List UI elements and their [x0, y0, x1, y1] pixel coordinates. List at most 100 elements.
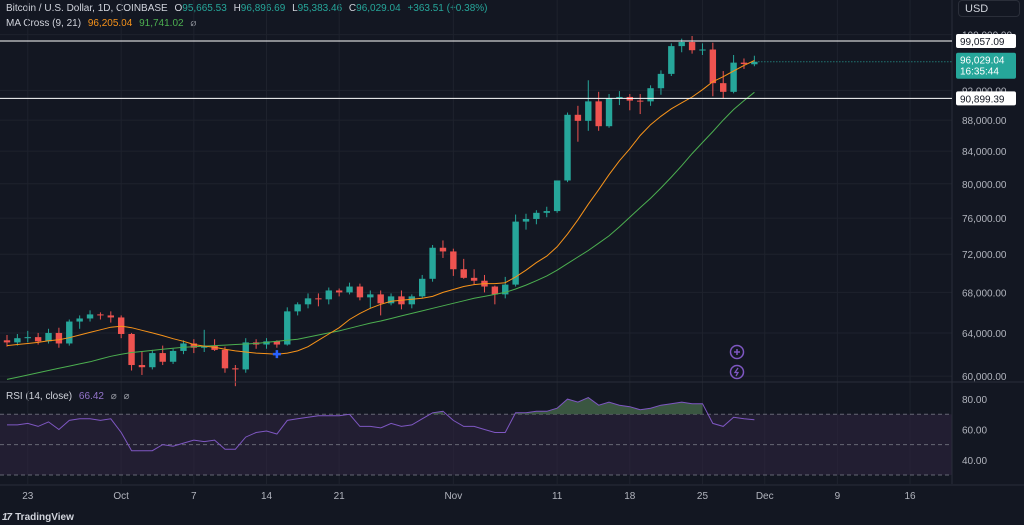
- y-tick-label: 64,000.00: [962, 329, 1007, 340]
- candle-body: [273, 341, 281, 345]
- candle-body: [470, 277, 478, 281]
- y-tick-label: 60,000.00: [962, 372, 1007, 383]
- x-tick-label: 11: [552, 491, 563, 502]
- logo-text: TradingView: [15, 512, 74, 523]
- candle-body: [751, 61, 758, 65]
- x-tick-label: Nov: [444, 491, 462, 502]
- x-tick-label: 7: [191, 491, 197, 502]
- current-price-label: 96,029.04: [960, 56, 1005, 67]
- candle-body: [699, 49, 706, 51]
- candle-body: [460, 269, 467, 278]
- lightning-icon[interactable]: [729, 364, 745, 380]
- candle-body: [356, 286, 364, 298]
- high-label: H: [233, 3, 241, 14]
- x-tick-label: 18: [624, 491, 636, 502]
- candle-body: [149, 353, 156, 368]
- y-tick-label: 76,000.00: [962, 214, 1007, 225]
- candle-body: [190, 343, 198, 348]
- candle-body: [169, 350, 177, 362]
- rsi-overbought-fill: [515, 397, 703, 415]
- logo-mark: 17: [2, 512, 12, 523]
- rsi-tick-label: 40.00: [962, 456, 987, 467]
- candle-body: [616, 96, 623, 99]
- bolt-glyph: [733, 367, 740, 377]
- candle-body: [159, 353, 166, 362]
- candle-body: [419, 278, 426, 297]
- rsi-legend: RSI (14, close) 66.42 ⌀ ⌀: [6, 391, 134, 402]
- low-value: 95,383.46: [297, 3, 343, 14]
- candle-body: [346, 286, 353, 293]
- x-tick-label: 16: [904, 491, 916, 502]
- candle-body: [657, 73, 665, 89]
- crosshair-plus-icon[interactable]: [729, 344, 745, 360]
- grid: [0, 0, 952, 484]
- candle-body: [450, 251, 457, 270]
- ma-cross-marker: [272, 350, 281, 359]
- candle-body: [367, 294, 374, 298]
- candle-body: [595, 101, 602, 127]
- candle-body: [377, 294, 384, 304]
- change-value: +363.51 (+0.38%): [407, 3, 488, 14]
- candle-body: [408, 296, 416, 305]
- candle-body: [45, 332, 52, 342]
- candle-body: [429, 247, 436, 279]
- candle-body: [574, 114, 582, 121]
- rsi-title[interactable]: RSI (14, close): [6, 391, 73, 402]
- candle-body: [34, 337, 42, 342]
- y-tick-label: 72,000.00: [962, 250, 1007, 261]
- candle-body: [730, 62, 737, 92]
- horizontal-line-tag-label: 90,899.39: [960, 94, 1005, 105]
- candle-body: [66, 321, 73, 344]
- candle-body: [647, 88, 654, 102]
- x-tick-label: Dec: [756, 491, 774, 502]
- candles: [3, 35, 758, 387]
- candle-body: [564, 114, 571, 181]
- candle-body: [55, 332, 63, 344]
- candle-body: [502, 284, 509, 295]
- ma-slow-value: 91,741.02: [139, 18, 184, 29]
- candle-body: [97, 314, 104, 316]
- candle-body: [720, 83, 727, 92]
- current-price-tag: [956, 52, 1016, 79]
- candle-body: [533, 212, 540, 219]
- candle-body: [242, 342, 249, 370]
- countdown-label: 16:35:44: [960, 67, 999, 78]
- candle-body: [294, 304, 301, 312]
- symbol-legend: Bitcoin / U.S. Dollar, 1D, COINBASE O95,…: [6, 3, 492, 14]
- horizontal-line-tag: [956, 33, 1016, 48]
- eye-off-icon[interactable]: ⌀: [110, 391, 117, 402]
- candle-body: [335, 290, 343, 293]
- rsi-line: [7, 397, 755, 452]
- candle-body: [3, 340, 11, 343]
- candle-body: [512, 221, 519, 285]
- candle-body: [263, 341, 270, 345]
- candle-body: [543, 211, 550, 213]
- rsi-tick-label: 60.00: [962, 425, 987, 436]
- y-tick-label: 80,000.00: [962, 180, 1007, 191]
- horizontal-line-tag: [956, 91, 1016, 106]
- candle-body: [128, 333, 135, 366]
- open-value: 95,665.53: [182, 3, 227, 14]
- rsi-pane: [7, 397, 755, 452]
- close-value: 96,029.04: [356, 3, 401, 14]
- tradingview-logo[interactable]: 17 TradingView: [2, 512, 74, 523]
- candle-body: [605, 98, 613, 127]
- y-tick-label: 84,000.00: [962, 147, 1007, 158]
- floating-icons[interactable]: [729, 344, 745, 380]
- candle-body: [585, 101, 592, 121]
- currency-button[interactable]: USD: [958, 0, 1020, 17]
- ma-lines: [6, 60, 755, 380]
- low-label: L: [292, 3, 298, 14]
- plus-glyph: [734, 349, 740, 355]
- rsi-tick-label: 80.00: [962, 395, 987, 406]
- y-tick-label: 88,000.00: [962, 116, 1007, 127]
- high-value: 96,896.69: [240, 3, 286, 14]
- eye-off-icon[interactable]: ⌀: [123, 391, 130, 402]
- rsi-value: 66.42: [78, 391, 104, 402]
- candle-body: [709, 49, 717, 84]
- ma-title[interactable]: MA Cross (9, 21): [6, 18, 82, 29]
- symbol-title[interactable]: Bitcoin / U.S. Dollar, 1D, COINBASE: [6, 3, 168, 14]
